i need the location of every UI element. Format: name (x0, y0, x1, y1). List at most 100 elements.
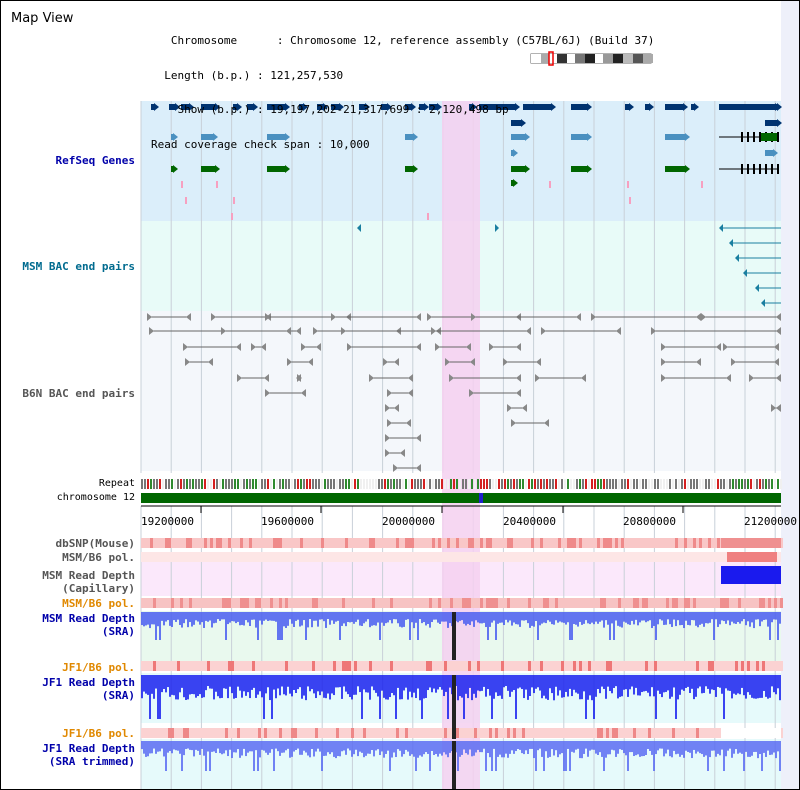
heat-cell (357, 661, 360, 671)
axis-tick-5: 20800000 (623, 515, 676, 528)
gene-block (691, 104, 694, 110)
bac-end (726, 374, 731, 382)
heat-cell (612, 728, 615, 738)
depth-bar (767, 741, 769, 751)
depth-bar (701, 675, 703, 694)
heat-cell (420, 661, 423, 671)
gene-arrow (587, 165, 592, 173)
heat-cell (666, 538, 669, 548)
heat-cell (510, 661, 513, 671)
depth-bar (371, 675, 373, 687)
heat-cell (531, 538, 534, 548)
heat-cell (717, 728, 720, 738)
gene-arrow (629, 103, 634, 111)
heat-cell (534, 598, 537, 608)
heat-cell (237, 538, 240, 548)
gene-arrow (154, 103, 159, 111)
depth-bar (227, 675, 229, 699)
heat-cell (258, 538, 261, 548)
heat-cell (396, 598, 399, 608)
heat-cell (684, 728, 687, 738)
depth-bar (643, 741, 645, 757)
depth-bar (203, 741, 205, 756)
bac-end (236, 343, 241, 351)
depth-bar (615, 675, 617, 687)
depth-bar (585, 741, 587, 749)
depth-bar (163, 741, 165, 757)
depth-bar (251, 675, 253, 690)
depth-bar (361, 612, 363, 626)
depth-bar (245, 675, 247, 696)
heat-cell (525, 661, 528, 671)
repeat-mark (627, 479, 629, 489)
gene-arrow (437, 103, 442, 111)
depth-bar (141, 612, 143, 626)
depth-bar (193, 741, 195, 757)
depth-bar (339, 612, 341, 640)
depth-bar (499, 612, 501, 623)
heat-cell (183, 538, 186, 548)
heat-cell (237, 728, 240, 738)
repeat-mark (435, 479, 437, 489)
depth-bar (723, 741, 725, 771)
heat-cell (285, 661, 288, 671)
heat-cell (585, 728, 588, 738)
depth-bar (537, 612, 539, 640)
depth-bar (503, 675, 505, 688)
depth-bar (149, 612, 151, 629)
repeat-mark (246, 479, 248, 489)
heat-cell (237, 598, 240, 608)
snp-mark (549, 181, 551, 188)
heat-cell (168, 598, 171, 608)
bac-end (466, 343, 471, 351)
heat-cell (753, 598, 756, 608)
bac-end (723, 343, 728, 351)
depth-bar (239, 612, 241, 626)
heat-cell (369, 538, 372, 548)
heat-cell (315, 728, 318, 738)
depth-bar (231, 741, 233, 759)
depth-bar (497, 741, 499, 757)
heat-cell (336, 538, 339, 548)
depth-bar (405, 675, 407, 688)
heat-cell (726, 661, 729, 671)
heat-cell (279, 538, 282, 548)
depth-bar (401, 612, 403, 628)
repeat-mark (702, 479, 704, 489)
depth-bar (291, 675, 293, 697)
heat-cell (222, 728, 225, 738)
heat-cell (693, 661, 696, 671)
depth-bar (705, 675, 707, 687)
heat-cell (420, 598, 423, 608)
depth-bar (265, 741, 267, 753)
depth-bar (345, 612, 347, 627)
repeat-mark (309, 479, 311, 489)
depth-bar (283, 741, 285, 753)
heat-cell (243, 538, 246, 548)
bac-end (719, 224, 723, 232)
heat-cell (612, 598, 615, 608)
depth-bar (575, 675, 577, 693)
depth-bar (187, 675, 189, 700)
depth-bar (335, 741, 337, 759)
depth-bar (183, 612, 185, 624)
depth-bar (561, 612, 563, 623)
heat-cell (687, 538, 690, 548)
heat-cell (579, 728, 582, 738)
depth-bar (703, 675, 705, 693)
heat-cell (339, 661, 342, 671)
heat-cell (492, 728, 495, 738)
depth-bar (145, 741, 147, 757)
depth-bar (753, 741, 755, 752)
heat-cell (510, 728, 513, 738)
repeat-mark (426, 479, 428, 489)
heat-cell (255, 538, 258, 548)
repeat-mark (162, 479, 164, 489)
heat-cell (144, 598, 147, 608)
heat-cell (393, 728, 396, 738)
depth-bar (435, 741, 437, 754)
heat-cell (141, 728, 144, 738)
heat-cell (585, 598, 588, 608)
heat-cell (294, 728, 297, 738)
heat-cell (672, 538, 675, 548)
